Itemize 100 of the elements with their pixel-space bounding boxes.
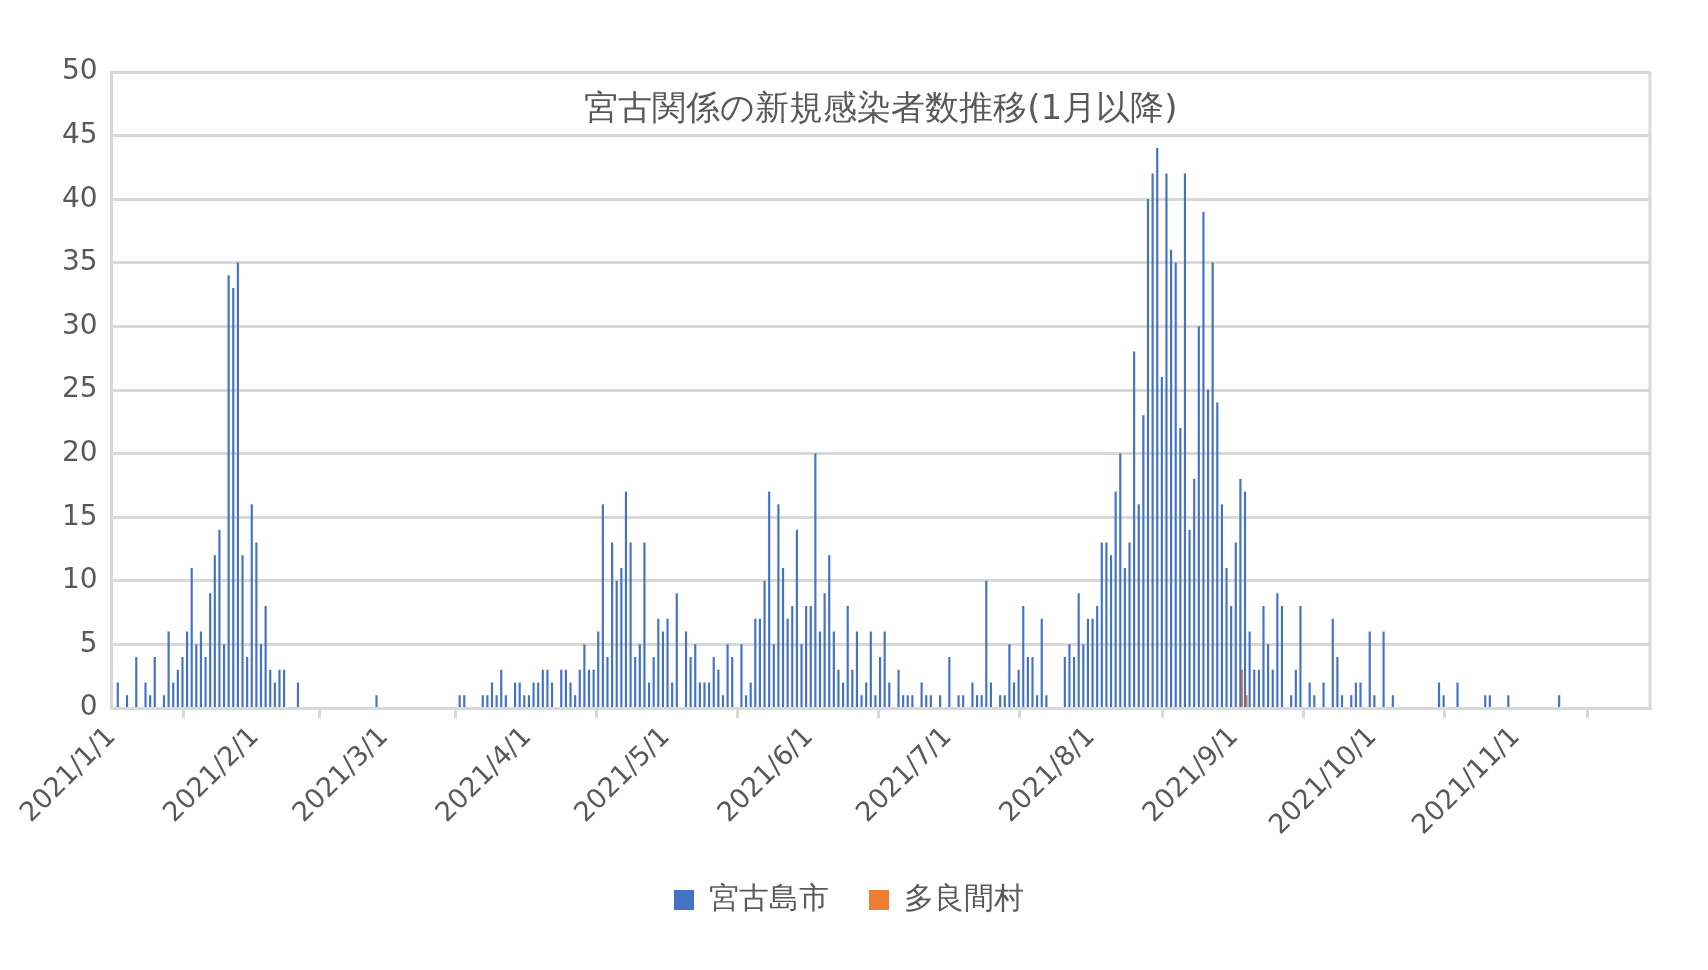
bar	[1100, 542, 1103, 708]
bar	[717, 669, 720, 708]
bar	[1262, 606, 1265, 708]
bar	[878, 656, 882, 708]
bar	[763, 580, 766, 708]
bar	[1248, 631, 1251, 708]
bar	[975, 695, 979, 708]
bar	[1008, 644, 1011, 708]
bar	[259, 644, 263, 708]
bar	[883, 631, 886, 708]
bar	[985, 580, 988, 708]
bar	[195, 644, 198, 708]
bar	[1382, 631, 1385, 708]
bar	[823, 593, 826, 708]
bar	[1151, 173, 1154, 708]
bar	[634, 656, 637, 708]
bar	[458, 695, 461, 708]
bar	[1313, 695, 1316, 708]
bar	[846, 606, 849, 708]
bar	[726, 644, 729, 708]
bar	[1340, 695, 1344, 708]
bar	[758, 618, 762, 708]
bar	[116, 682, 119, 708]
bar	[1183, 173, 1187, 708]
bar	[250, 504, 253, 708]
bar	[564, 669, 567, 708]
bar	[1488, 695, 1491, 708]
bar	[149, 695, 152, 708]
bar	[523, 695, 526, 708]
bar	[1359, 682, 1362, 708]
bar	[1336, 656, 1339, 708]
bar	[1437, 682, 1441, 708]
bar	[689, 656, 692, 708]
bar	[176, 669, 179, 708]
bar	[1068, 644, 1071, 708]
bar	[527, 695, 531, 708]
bar	[832, 631, 835, 708]
y-tick-label: 25	[61, 371, 98, 405]
bar	[1280, 606, 1284, 708]
bar	[236, 262, 239, 708]
bar	[560, 669, 563, 708]
bar	[1211, 262, 1214, 708]
bar	[1174, 262, 1177, 708]
bar	[989, 682, 992, 708]
y-tick-label: 40	[61, 180, 98, 214]
bar	[481, 695, 484, 708]
bar	[897, 669, 900, 708]
bar	[495, 695, 498, 708]
bar	[1507, 695, 1510, 708]
bar	[1239, 478, 1242, 708]
bar	[1133, 351, 1136, 708]
bar	[1243, 491, 1247, 708]
bar	[842, 682, 845, 708]
bar	[1146, 198, 1150, 708]
bar	[172, 682, 175, 708]
bar	[273, 682, 276, 708]
y-tick-label: 5	[79, 625, 98, 659]
bar	[1245, 695, 1248, 708]
bar	[809, 606, 812, 708]
bar	[1267, 644, 1270, 708]
bar	[1026, 656, 1029, 708]
bar	[578, 669, 581, 708]
bar	[772, 644, 775, 708]
bar	[532, 682, 535, 708]
bar	[721, 695, 725, 708]
bar	[1036, 695, 1039, 708]
bar	[1105, 542, 1108, 708]
bar	[269, 669, 272, 708]
bar	[786, 618, 789, 708]
bar	[125, 695, 129, 708]
y-tick-label: 50	[61, 53, 98, 87]
bar	[504, 695, 507, 708]
bar	[1225, 567, 1228, 708]
bar	[1240, 669, 1243, 708]
bar	[948, 656, 951, 708]
bar	[246, 656, 249, 708]
bar	[592, 669, 595, 708]
bar	[814, 453, 817, 708]
bar	[869, 631, 872, 708]
bar	[541, 669, 544, 708]
bar	[153, 656, 156, 708]
bar	[209, 593, 212, 708]
bar	[828, 555, 831, 708]
bar	[546, 669, 549, 708]
bar	[1096, 606, 1099, 708]
bar	[624, 491, 628, 708]
bar	[698, 682, 701, 708]
bar	[661, 631, 664, 708]
bar	[671, 682, 674, 708]
bar	[283, 669, 286, 708]
bar	[744, 695, 748, 708]
bar	[888, 682, 891, 708]
bar	[1063, 656, 1066, 708]
y-tick-label: 45	[61, 116, 98, 150]
bar	[1257, 669, 1260, 708]
bar	[712, 656, 715, 708]
bar	[204, 656, 207, 708]
bar	[190, 567, 193, 708]
bar	[800, 644, 803, 708]
bar	[1373, 695, 1376, 708]
